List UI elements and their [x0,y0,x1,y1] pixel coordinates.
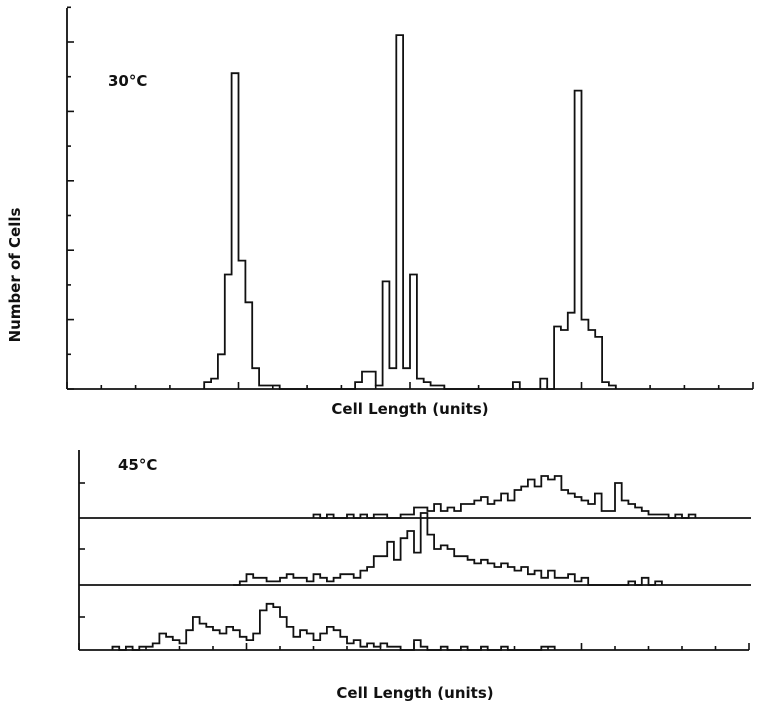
histogram-30c [203,34,617,390]
histogram-45c-0 [312,475,697,519]
panel-30c: 30°C Cell Length (units) Number of Cells [6,6,754,418]
x-axis-label-bottom: Cell Length (units) [336,684,493,702]
histogram-45c-1 [233,512,663,586]
y-axis-label: Number of Cells [6,208,24,343]
histogram-45c-2 [111,602,556,651]
x-axis-label-top: Cell Length (units) [331,400,488,418]
panel-45c: 45°C Cell Length (units) [78,450,751,702]
condition-label-30c: 30°C [108,72,147,90]
condition-label-45c: 45°C [118,456,157,474]
